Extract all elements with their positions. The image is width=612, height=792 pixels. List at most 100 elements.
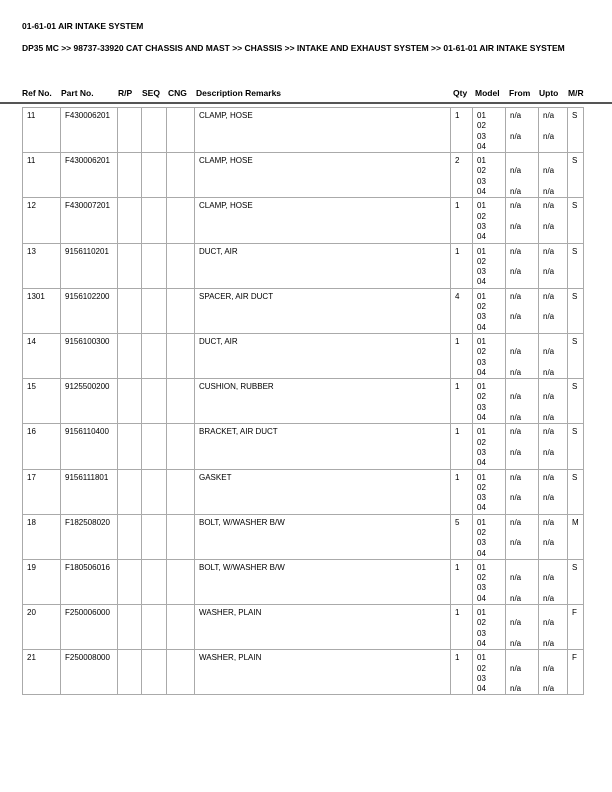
cell-mr: S bbox=[567, 197, 584, 244]
cell-from: n/a n/a bbox=[505, 423, 539, 470]
upto-line: n/a bbox=[543, 221, 555, 231]
cell-from: n/a n/a bbox=[505, 558, 539, 606]
cell-model: 01 02 03 04 bbox=[472, 423, 506, 470]
cell-seq bbox=[141, 332, 167, 380]
cell-seq bbox=[141, 649, 167, 696]
breadcrumb: DP35 MC >> 98737-33920 CAT CHASSIS AND M… bbox=[22, 43, 565, 53]
cell-part: F430006201 bbox=[60, 106, 118, 154]
upto-line: n/a bbox=[543, 187, 555, 197]
upto-line: n/a bbox=[543, 131, 555, 141]
model-line: 03 bbox=[477, 447, 486, 457]
table-row: 20 F250006000 WASHER, PLAIN 1 01 02 03 04 n/a n/a… bbox=[22, 604, 584, 651]
from-line bbox=[510, 277, 534, 287]
from-line: n/a bbox=[510, 517, 522, 527]
upto-line bbox=[543, 232, 563, 242]
cell-part: 9156100300 bbox=[60, 332, 118, 380]
cell-desc: SPACER, AIR DUCT bbox=[194, 287, 451, 334]
from-line: n/a bbox=[510, 201, 522, 211]
cell-rp bbox=[117, 468, 142, 515]
column-header: M/R bbox=[568, 88, 584, 98]
cell-desc: DUCT, AIR bbox=[194, 242, 451, 289]
cell-desc: BRACKET, AIR DUCT bbox=[194, 423, 451, 470]
column-header: Part No. bbox=[61, 88, 94, 98]
from-line: n/a bbox=[510, 246, 522, 256]
upto-line bbox=[543, 458, 563, 468]
cell-seq bbox=[141, 106, 167, 154]
from-line: n/a bbox=[510, 347, 522, 357]
cell-qty: 1 bbox=[450, 604, 473, 651]
cell-cng bbox=[166, 287, 195, 334]
from-line: n/a bbox=[510, 267, 522, 277]
cell-desc: GASKET bbox=[194, 468, 451, 515]
cell-part: 9156110201 bbox=[60, 242, 118, 289]
upto-line bbox=[543, 277, 563, 287]
model-line: 04 bbox=[477, 141, 486, 151]
model-line: 03 bbox=[477, 673, 486, 683]
from-line bbox=[510, 257, 534, 267]
cell-cng bbox=[166, 197, 195, 244]
upto-line: n/a bbox=[543, 663, 555, 673]
from-line: n/a bbox=[510, 312, 522, 322]
upto-line: n/a bbox=[543, 538, 555, 548]
cell-ref: 11 bbox=[22, 106, 61, 154]
upto-line bbox=[543, 358, 563, 368]
model-line: 03 bbox=[477, 131, 486, 141]
table-row: 13 9156110201 DUCT, AIR 1 01 02 03 04 n/a n/a n/a n… bbox=[22, 242, 584, 289]
cell-upto: n/a n/a bbox=[538, 242, 568, 289]
from-line: n/a bbox=[510, 472, 522, 482]
model-line: 03 bbox=[477, 628, 486, 638]
cell-mr: S bbox=[567, 378, 584, 425]
from-line bbox=[510, 563, 534, 573]
model-line: 01 bbox=[477, 382, 486, 392]
table-row: 14 9156100300 DUCT, AIR 1 01 02 03 04 n/a n/a n/a n… bbox=[22, 332, 584, 380]
model-line: 03 bbox=[477, 402, 486, 412]
cell-model: 01 02 03 04 bbox=[472, 513, 506, 560]
cell-desc: BOLT, W/WASHER B/W bbox=[194, 558, 451, 606]
from-line: n/a bbox=[510, 187, 522, 197]
model-line: 03 bbox=[477, 221, 486, 231]
cell-rp bbox=[117, 197, 142, 244]
model-line: 04 bbox=[477, 322, 486, 332]
table-row: 15 9125500200 CUSHION, RUBBER 1 01 02 03 04 n/a n… bbox=[22, 378, 584, 425]
cell-qty: 1 bbox=[450, 468, 473, 515]
upto-line bbox=[543, 212, 563, 222]
cell-model: 01 02 03 04 bbox=[472, 332, 506, 380]
cell-ref: 21 bbox=[22, 649, 61, 696]
cell-cng bbox=[166, 558, 195, 606]
table-row: 1301 9156102200 SPACER, AIR DUCT 4 01 02 03 04 n… bbox=[22, 287, 584, 334]
column-header: From bbox=[509, 88, 531, 98]
from-line bbox=[510, 142, 534, 152]
model-line: 02 bbox=[477, 121, 486, 131]
cell-model: 01 02 03 04 bbox=[472, 649, 506, 696]
model-line: 04 bbox=[477, 367, 486, 377]
upto-line: n/a bbox=[543, 684, 555, 694]
model-line: 01 bbox=[477, 472, 486, 482]
cell-ref: 19 bbox=[22, 558, 61, 606]
table-row: 21 F250008000 WASHER, PLAIN 1 01 02 03 04 n/a n/a… bbox=[22, 649, 584, 696]
cell-desc: CLAMP, HOSE bbox=[194, 106, 451, 154]
model-line: 01 bbox=[477, 562, 486, 572]
header-divider bbox=[0, 102, 612, 104]
cell-mr: S bbox=[567, 106, 584, 154]
model-line: 03 bbox=[477, 357, 486, 367]
cell-part: F250008000 bbox=[60, 649, 118, 696]
table-row: 18 F182508020 BOLT, W/WASHER B/W 5 01 02 03 04 n… bbox=[22, 513, 584, 560]
from-line: n/a bbox=[510, 493, 522, 503]
cell-from: n/a n/a bbox=[505, 242, 539, 289]
cell-ref: 15 bbox=[22, 378, 61, 425]
upto-line: n/a bbox=[543, 593, 555, 603]
upto-line bbox=[543, 653, 563, 663]
cell-model: 01 02 03 04 bbox=[472, 242, 506, 289]
upto-line bbox=[543, 403, 563, 413]
cell-upto: n/a n/a bbox=[538, 197, 568, 244]
cell-mr: S bbox=[567, 152, 584, 199]
cell-cng bbox=[166, 649, 195, 696]
from-line bbox=[510, 608, 534, 618]
cell-ref: 13 bbox=[22, 242, 61, 289]
model-line: 04 bbox=[477, 277, 486, 287]
upto-line: n/a bbox=[543, 392, 555, 402]
cell-cng bbox=[166, 378, 195, 425]
cell-upto: n/a n/a bbox=[538, 287, 568, 334]
model-line: 02 bbox=[477, 256, 486, 266]
from-line: n/a bbox=[510, 131, 522, 141]
